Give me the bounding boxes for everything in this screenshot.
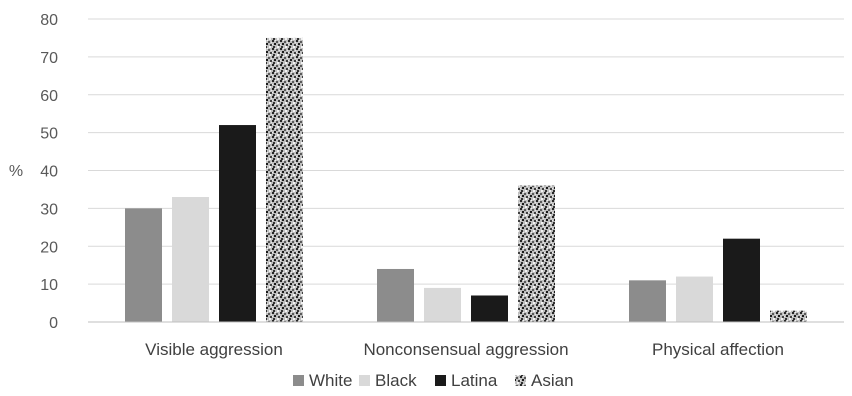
y-tick-label: 0: [49, 315, 58, 332]
y-tick-label: 10: [40, 277, 58, 294]
legend-label-asian: Asian: [531, 371, 574, 390]
legend-swatch-black: [359, 375, 370, 386]
bars: [125, 37, 807, 322]
y-tick-label: 50: [40, 126, 58, 143]
legend-swatch-white: [293, 375, 304, 386]
bar-white: [125, 208, 162, 322]
bar-black: [424, 287, 461, 322]
bar-black: [172, 197, 209, 322]
x-category-label: Nonconsensual aggression: [363, 340, 568, 359]
legend-label-black: Black: [375, 371, 417, 390]
x-category-label: Visible aggression: [145, 340, 283, 359]
bar-white: [629, 280, 666, 322]
y-tick-label: 80: [40, 12, 58, 29]
y-tick-label: 30: [40, 201, 58, 218]
bar-latina: [219, 125, 256, 322]
y-tick-label: 20: [40, 239, 58, 256]
y-tick-label: 70: [40, 50, 58, 67]
y-tick-label: 40: [40, 164, 58, 181]
bar-white: [377, 268, 414, 322]
bar-black: [676, 276, 713, 322]
legend: White Black Latina Asian: [293, 371, 574, 390]
y-tick-label: 60: [40, 88, 58, 105]
bar-asian: [266, 37, 303, 322]
bar-asian: [770, 310, 807, 322]
y-axis-ticks: 0 10 20 30 40 50 60 70 80: [40, 12, 58, 332]
legend-swatch-asian: [515, 375, 526, 386]
y-axis-label: %: [9, 163, 23, 180]
legend-label-latina: Latina: [451, 371, 498, 390]
legend-swatch-latina: [435, 375, 446, 386]
legend-label-white: White: [309, 371, 352, 390]
gridlines: [88, 18, 844, 285]
bar-asian: [518, 185, 555, 322]
bar-latina: [471, 295, 508, 322]
x-category-label: Physical affection: [652, 340, 784, 359]
x-axis-category-labels: Visible aggression Nonconsensual aggressi…: [145, 340, 784, 359]
bar-latina: [723, 238, 760, 322]
